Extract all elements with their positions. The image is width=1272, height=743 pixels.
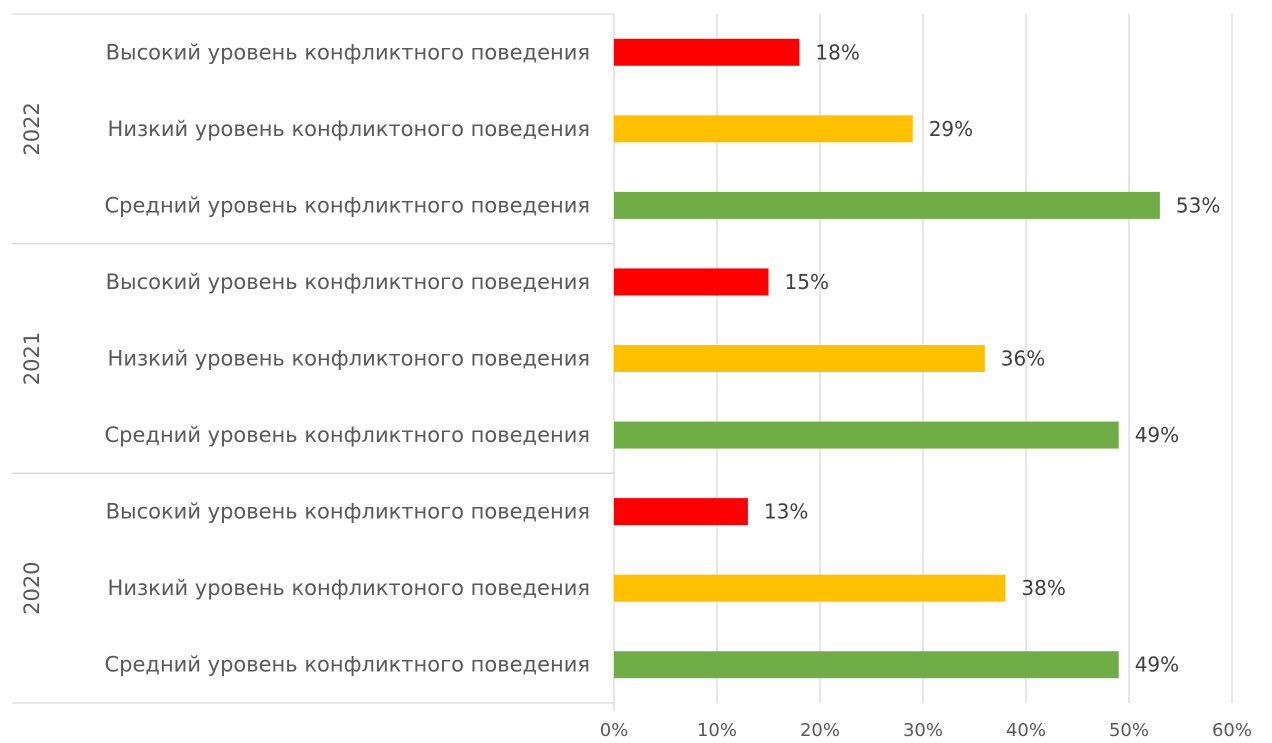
bars — [614, 38, 1160, 679]
bar — [614, 345, 985, 372]
data-label: 49% — [1135, 653, 1179, 677]
category-label: Высокий уровень конфликтного поведения — [106, 500, 590, 524]
category-label: Средний уровень конфликтного поведения — [105, 193, 590, 217]
category-label: Средний уровень конфликтного поведения — [105, 653, 590, 677]
data-label: 36% — [1001, 347, 1045, 371]
category-label: Низкий уровень конфликтоного поведения — [108, 576, 590, 600]
bar — [614, 651, 1119, 679]
x-tick-label: 20% — [800, 720, 840, 741]
category-label: Высокий уровень конфликтного поведения — [106, 40, 590, 64]
bar — [614, 115, 913, 143]
data-label: 13% — [764, 500, 808, 524]
x-tick-label: 30% — [903, 720, 943, 741]
bar — [614, 191, 1160, 219]
bar — [614, 38, 800, 66]
category-label: Низкий уровень конфликтоного поведения — [108, 117, 590, 141]
data-label: 53% — [1176, 193, 1220, 217]
bar — [614, 268, 769, 296]
data-label: 18% — [815, 40, 859, 64]
bar — [614, 498, 748, 526]
data-label: 49% — [1135, 423, 1179, 447]
group-label: 2022 — [20, 102, 44, 155]
data-label: 38% — [1021, 576, 1065, 600]
category-label: Средний уровень конфликтного поведения — [105, 423, 590, 447]
bar — [614, 574, 1006, 602]
category-label: Низкий уровень конфликтоного поведения — [108, 347, 590, 371]
category-label: Высокий уровень конфликтного поведения — [106, 270, 590, 294]
x-tick-label: 50% — [1109, 720, 1149, 741]
labels: 0% 10% 20% 30% 40% 50% 60% 2022 Высокий уровень … — [20, 40, 1252, 741]
x-tick-label: 60% — [1212, 720, 1252, 741]
bar — [614, 421, 1119, 449]
data-label: 29% — [929, 117, 973, 141]
group-label: 2021 — [20, 332, 44, 385]
group-label: 2020 — [20, 561, 44, 614]
x-tick-label: 0% — [600, 720, 629, 741]
data-label: 15% — [785, 270, 829, 294]
x-tick-label: 10% — [697, 720, 737, 741]
x-tick-label: 40% — [1006, 720, 1046, 741]
